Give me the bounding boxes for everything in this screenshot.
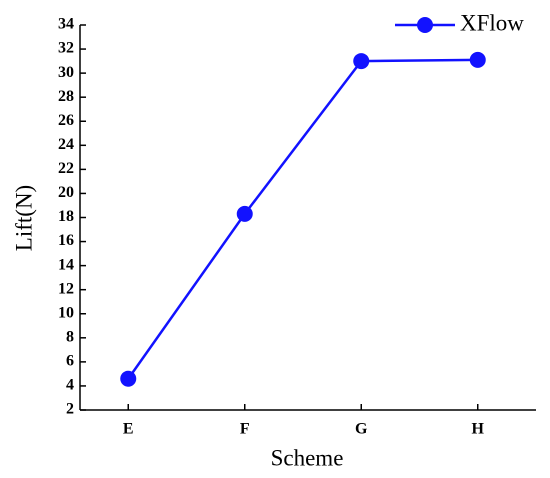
point — [469, 51, 486, 68]
x-tick-label: G — [355, 421, 368, 438]
y-tick-label: 32 — [58, 40, 74, 57]
y-tick-label: 8 — [66, 328, 74, 345]
y-tick-label: 2 — [66, 401, 74, 418]
point — [120, 370, 137, 387]
legend-label: XFlow — [460, 10, 524, 35]
x-tick-label: H — [472, 421, 485, 438]
x-tick-label: E — [123, 421, 134, 438]
y-tick-label: 10 — [58, 304, 74, 321]
y-axis-title: Lift(N) — [11, 185, 36, 251]
y-tick-label: 34 — [58, 16, 74, 33]
y-tick-label: 4 — [66, 377, 74, 394]
y-tick-label: 30 — [58, 64, 74, 81]
y-tick-label: 26 — [58, 112, 74, 129]
y-tick-label: 28 — [58, 88, 74, 105]
legend-marker — [417, 17, 433, 33]
x-axis-title: Scheme — [271, 445, 344, 470]
point — [353, 53, 370, 70]
y-tick-label: 14 — [58, 256, 74, 273]
y-tick-label: 20 — [58, 184, 74, 201]
y-tick-label: 12 — [58, 280, 74, 297]
point — [236, 205, 253, 222]
y-tick-label: 16 — [58, 232, 74, 249]
y-tick-label: 24 — [58, 136, 74, 153]
series-line — [127, 58, 478, 380]
y-tick-label: 22 — [58, 160, 74, 177]
y-tick-label: 18 — [58, 208, 74, 225]
y-tick-label: 6 — [66, 353, 74, 370]
x-tick-label: F — [240, 421, 250, 438]
